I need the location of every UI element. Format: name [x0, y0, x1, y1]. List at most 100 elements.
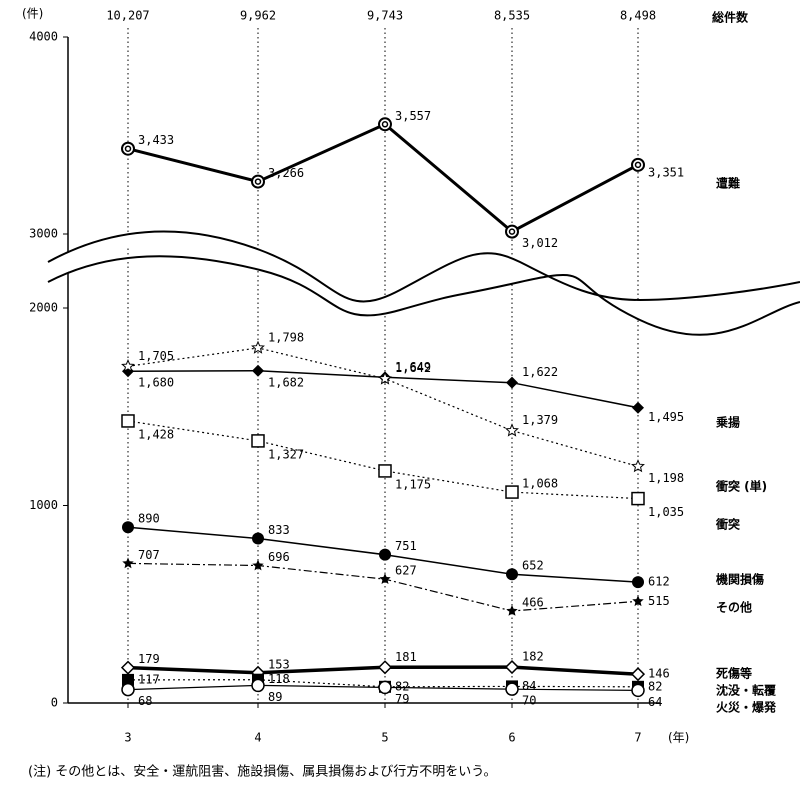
marker — [379, 573, 391, 584]
data-label: 652 — [522, 559, 544, 573]
data-label: 751 — [395, 539, 417, 553]
data-label: 890 — [138, 512, 160, 526]
data-label: 515 — [648, 594, 670, 608]
data-label: 3,266 — [268, 166, 304, 180]
data-label: 1,622 — [522, 365, 558, 379]
data-label: 82 — [395, 679, 409, 693]
marker — [630, 667, 646, 682]
data-label: 466 — [522, 595, 544, 609]
marker — [631, 157, 645, 172]
series-name: 死傷等 — [716, 666, 752, 681]
marker — [377, 660, 393, 675]
series-line — [127, 122, 639, 234]
x-tick-label: 7 — [634, 731, 641, 745]
x-tick-label: 6 — [508, 731, 515, 745]
x-tick-label: 3 — [124, 731, 131, 745]
series-name: 機関損傷 — [716, 572, 764, 587]
series-line — [127, 562, 639, 612]
marker — [505, 224, 519, 239]
series-name: その他 — [716, 600, 752, 615]
marker — [378, 680, 392, 695]
y-tick-label: 1000 — [29, 498, 58, 512]
y-tick-label: 2000 — [29, 301, 58, 315]
marker — [506, 568, 518, 581]
marker — [378, 371, 392, 385]
data-label: 3,012 — [522, 236, 558, 250]
marker-ring — [508, 228, 516, 235]
marker — [631, 459, 645, 473]
total-label: 10,207 — [106, 9, 149, 23]
marker — [504, 659, 520, 675]
marker-ring — [254, 178, 262, 185]
marker — [632, 401, 644, 414]
marker — [122, 673, 134, 686]
marker — [121, 414, 135, 428]
data-label: 118 — [268, 672, 290, 686]
data-label: 84 — [522, 679, 536, 693]
data-label: 1,642 — [395, 361, 431, 375]
y-tick-label: 4000 — [29, 30, 58, 44]
data-label: 696 — [268, 550, 290, 564]
data-label: 82 — [648, 679, 662, 693]
data-label: 1,680 — [138, 376, 174, 390]
marker — [252, 532, 264, 545]
data-label: 1,495 — [648, 410, 684, 424]
data-label: 179 — [138, 652, 160, 666]
data-label: 1,035 — [648, 505, 684, 519]
data-label: 89 — [268, 690, 282, 704]
marker — [378, 464, 392, 478]
marker-ring — [381, 121, 389, 128]
y-unit: (件) — [22, 7, 43, 21]
data-label: 3,351 — [648, 165, 684, 179]
marker — [122, 557, 134, 569]
marker-ring — [124, 145, 132, 152]
series-name: 衝突 — [715, 517, 740, 532]
data-label: 1,798 — [268, 330, 304, 344]
data-label: 1,198 — [648, 471, 684, 485]
data-label: 68 — [138, 694, 152, 708]
total-label: 9,743 — [367, 9, 403, 23]
data-label: 70 — [522, 694, 536, 708]
data-label: 1,068 — [522, 477, 558, 491]
data-label: 612 — [648, 575, 670, 589]
marker — [121, 359, 135, 373]
marker — [505, 682, 519, 696]
data-label: 64 — [648, 695, 662, 709]
axis-break-line — [47, 255, 800, 336]
total-label: 9,962 — [240, 9, 276, 23]
y-tick-label: 3000 — [29, 227, 58, 241]
marker — [631, 491, 645, 506]
data-label: 182 — [522, 650, 544, 664]
marker — [506, 376, 518, 389]
data-label: 153 — [268, 657, 290, 671]
data-label: 79 — [395, 692, 409, 706]
marker — [252, 559, 264, 571]
data-label: 1,379 — [522, 413, 558, 427]
series-name: 火災・爆発 — [716, 700, 777, 715]
marker — [379, 548, 391, 561]
marker-ring — [634, 161, 642, 169]
marker — [505, 485, 519, 499]
series-line — [127, 679, 639, 688]
marker — [631, 683, 645, 698]
marker — [251, 340, 265, 354]
marker — [506, 605, 518, 616]
x-tick-label: 4 — [254, 731, 261, 745]
marker — [632, 595, 644, 607]
data-label: 627 — [395, 564, 417, 578]
data-label: 1,428 — [138, 427, 174, 441]
series-line — [127, 347, 639, 467]
marker — [122, 521, 134, 534]
data-label: 1,175 — [395, 477, 431, 491]
total-label: 8,498 — [620, 9, 656, 23]
totals-label: 総件数 — [712, 10, 749, 25]
x-unit: (年) — [668, 731, 689, 745]
data-label: 833 — [268, 523, 290, 537]
data-label: 3,557 — [395, 109, 431, 123]
y-tick-label: 0 — [51, 696, 58, 710]
data-label: 1,649 — [395, 360, 431, 374]
axis-break-line — [47, 230, 800, 303]
data-label: 1,682 — [268, 375, 304, 389]
x-tick-label: 5 — [381, 731, 388, 745]
